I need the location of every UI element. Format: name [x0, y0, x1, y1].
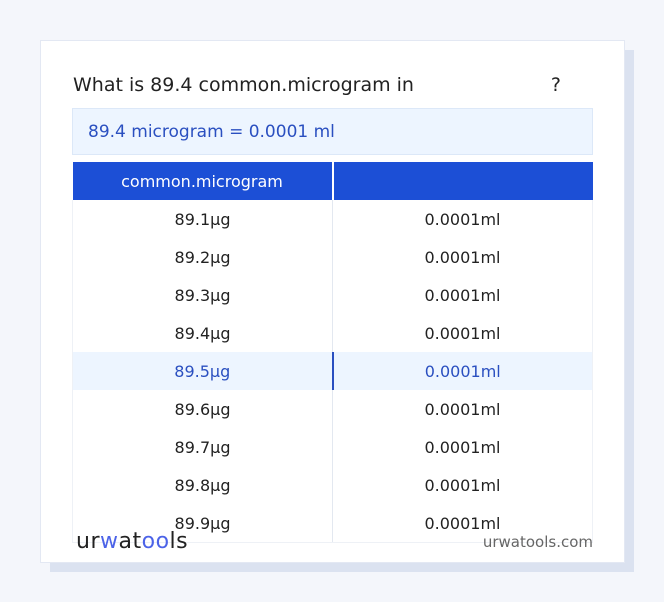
- table-row: 89.3µg 0.0001ml: [72, 276, 593, 314]
- cell-ml: 0.0001ml: [332, 200, 593, 238]
- table-row: 89.2µg 0.0001ml: [72, 238, 593, 276]
- page-title: What is 89.4 common.microgram in?: [73, 74, 561, 96]
- cell-microgram: 89.2µg: [72, 238, 333, 276]
- table-row: 89.6µg 0.0001ml: [72, 390, 593, 428]
- table-row: 89.5µg 0.0001ml: [72, 352, 593, 390]
- table-row: 89.1µg 0.0001ml: [72, 200, 593, 238]
- urwatools-logo[interactable]: urwatools: [76, 529, 189, 554]
- cell-ml: 0.0001ml: [332, 238, 593, 276]
- cell-microgram: 89.8µg: [72, 466, 333, 504]
- cell-ml: 0.0001ml: [332, 504, 593, 543]
- header-from: common.microgram: [72, 162, 334, 200]
- cell-microgram: 89.3µg: [72, 276, 333, 314]
- cell-ml: 0.0001ml: [332, 390, 593, 428]
- cell-microgram: 89.4µg: [72, 314, 333, 352]
- cell-ml: 0.0001ml: [332, 466, 593, 504]
- title-suffix: ?: [550, 74, 561, 96]
- cell-ml: 0.0001ml: [332, 276, 593, 314]
- conversion-card: What is 89.4 common.microgram in? 89.4 m…: [40, 40, 625, 563]
- cell-microgram: 89.7µg: [72, 428, 333, 466]
- cell-ml: 0.0001ml: [332, 314, 593, 352]
- result-box: 89.4 microgram = 0.0001 ml: [72, 108, 593, 155]
- table-row: 89.4µg 0.0001ml: [72, 314, 593, 352]
- header-to: [332, 162, 593, 200]
- table-row: 89.8µg 0.0001ml: [72, 466, 593, 504]
- cell-microgram: 89.9µg: [72, 504, 333, 543]
- site-link[interactable]: urwatools.com: [482, 533, 593, 551]
- table-header: common.microgram: [72, 162, 593, 200]
- cell-ml: 0.0001ml: [332, 352, 593, 390]
- conversion-table: common.microgram 89.1µg 0.0001ml 89.2µg 0.0…: [72, 162, 593, 543]
- title-text: What is 89.4 common.microgram in: [73, 74, 414, 96]
- table-row: 89.9µg 0.0001ml: [72, 504, 593, 543]
- cell-microgram: 89.5µg: [72, 352, 334, 390]
- cell-ml: 0.0001ml: [332, 428, 593, 466]
- cell-microgram: 89.6µg: [72, 390, 333, 428]
- table-row: 89.7µg 0.0001ml: [72, 428, 593, 466]
- cell-microgram: 89.1µg: [72, 200, 333, 238]
